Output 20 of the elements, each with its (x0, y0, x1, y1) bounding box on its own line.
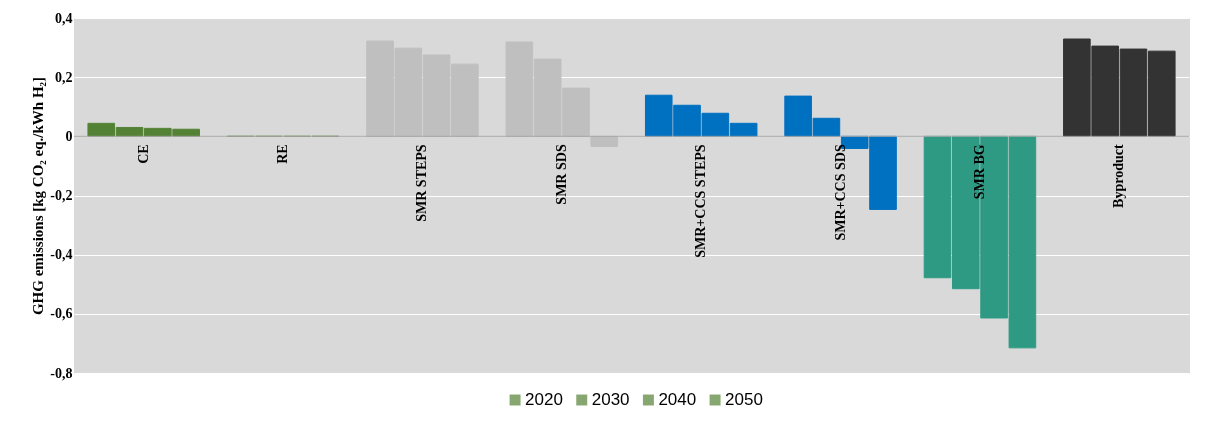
x-tick-label: SMR+CCS SDS (832, 144, 848, 241)
x-tick-label: Byproduct (1111, 144, 1127, 208)
y-axis-title: GHG emissions [kg CO₂ eq./kWh H₂] (30, 76, 47, 316)
legend-label: 2030 (591, 390, 630, 409)
x-tick-label: CE (135, 144, 151, 164)
y-tick-label: -0,4 (50, 247, 73, 263)
legend-label: 2040 (658, 390, 697, 409)
y-tick-label: -0,8 (50, 365, 73, 381)
x-tick-label: SMR BG (971, 144, 987, 200)
y-tick-label: 0,4 (55, 10, 73, 26)
x-tick-label: SMR+CCS STEPS (693, 144, 709, 258)
y-tick-label: -0,6 (50, 306, 73, 322)
x-tick-label: RE (275, 144, 291, 164)
legend-label: 2050 (725, 390, 763, 409)
y-tick-label: -0,2 (50, 188, 73, 203)
y-tick-label: 0 (65, 128, 73, 144)
legend-label: 2020 (525, 390, 563, 409)
x-tick-label: SMR STEPS (414, 144, 430, 222)
y-tick-label: 0,2 (55, 69, 73, 85)
x-tick-label: SMR SDS (553, 144, 569, 205)
